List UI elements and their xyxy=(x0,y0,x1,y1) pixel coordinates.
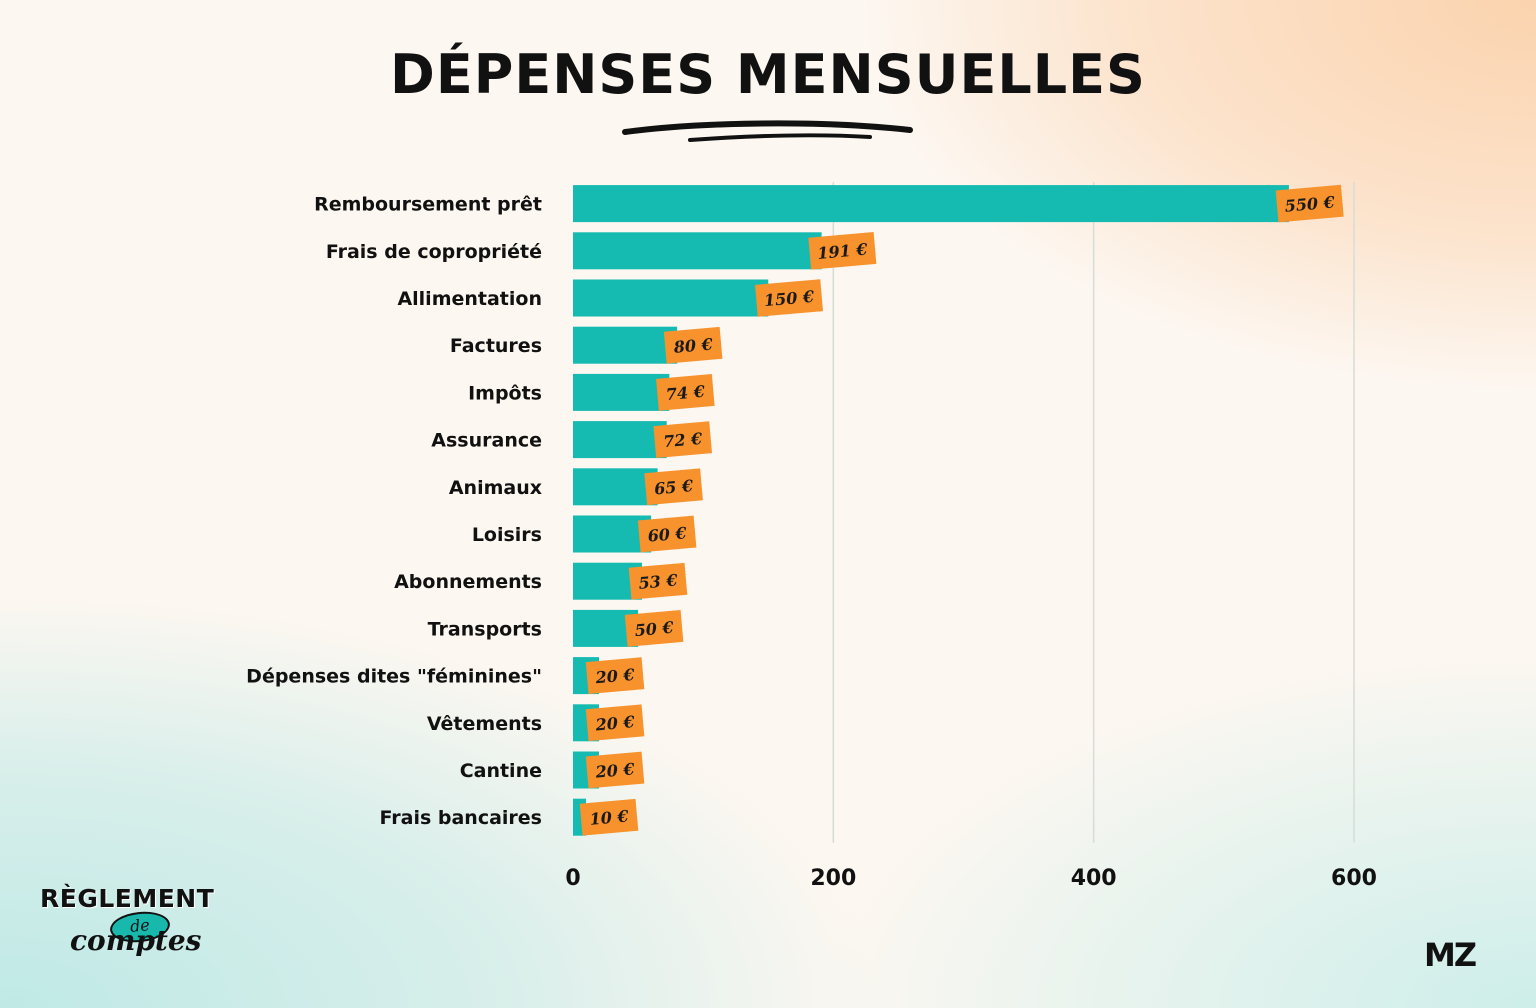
x-axis-ticks: 0 200 400 600 xyxy=(565,866,1377,891)
category-label: Remboursement prêt xyxy=(314,194,542,216)
category-label: Frais bancaires xyxy=(379,807,542,829)
value-tag: 53 € xyxy=(628,562,688,600)
data-label: 74 € xyxy=(665,382,706,404)
title-underline-decoration xyxy=(622,120,913,142)
bars xyxy=(573,185,1289,836)
bar xyxy=(573,468,658,506)
value-tag-background xyxy=(808,232,877,270)
x-tick-label: 200 xyxy=(810,866,856,891)
data-label: 20 € xyxy=(594,759,636,781)
value-tags: 550 € 191 € 150 € 80 € 74 € 72 € 65 € 60 € 53 € 5… xyxy=(579,184,1344,836)
reglement-de-comptes-logo: RÈGLEMENT de comptes xyxy=(40,884,250,984)
category-label: Factures xyxy=(450,335,542,357)
value-tag-background xyxy=(656,374,715,411)
category-labels: Remboursement prêt Frais de copropriété Al… xyxy=(246,194,542,830)
category-label: Impôts xyxy=(468,382,542,404)
value-tag-background xyxy=(585,704,645,742)
value-tag-background xyxy=(1275,184,1344,223)
value-tag: 72 € xyxy=(653,421,713,458)
mz-logo: MZ xyxy=(1424,936,1477,974)
value-tag-background xyxy=(628,562,688,600)
data-label: 191 € xyxy=(817,240,869,263)
value-tag: 65 € xyxy=(644,468,703,506)
data-label: 72 € xyxy=(663,429,704,451)
data-label: 50 € xyxy=(634,618,675,640)
data-label: 150 € xyxy=(763,287,815,310)
value-tag: 20 € xyxy=(585,704,645,742)
value-tag-background xyxy=(585,657,645,694)
value-tag: 60 € xyxy=(637,515,697,553)
data-label: 10 € xyxy=(589,806,630,828)
bar xyxy=(573,185,1289,223)
category-label: Abonnements xyxy=(394,571,542,593)
category-label: Transports xyxy=(428,618,542,640)
value-tag: 74 € xyxy=(656,374,715,411)
value-tag: 20 € xyxy=(585,751,645,789)
category-label: Frais de copropriété xyxy=(326,241,542,263)
value-tag: 150 € xyxy=(754,279,824,317)
value-tag: 20 € xyxy=(585,657,645,694)
data-label: 80 € xyxy=(672,334,714,356)
value-tag: 80 € xyxy=(663,326,723,364)
value-tag: 550 € xyxy=(1275,184,1344,223)
category-label: Assurance xyxy=(431,430,542,452)
value-tag-background xyxy=(637,515,697,553)
category-label: Allimentation xyxy=(397,288,542,310)
value-tag-background xyxy=(754,279,824,317)
value-tag-background xyxy=(653,421,713,458)
bar xyxy=(573,373,670,411)
x-tick-label: 600 xyxy=(1331,866,1377,891)
chart-title: DÉPENSES MENSUELLES xyxy=(390,43,1146,106)
data-label: 65 € xyxy=(653,476,694,498)
bar xyxy=(573,279,769,317)
bar xyxy=(573,421,667,459)
x-tick-label: 400 xyxy=(1071,866,1117,891)
data-label: 20 € xyxy=(594,712,636,734)
data-label: 20 € xyxy=(594,665,636,687)
data-label: 60 € xyxy=(647,523,688,545)
value-tag: 10 € xyxy=(579,798,639,836)
category-label: Dépenses dites "féminines" xyxy=(246,666,542,688)
logo-line-1: RÈGLEMENT xyxy=(40,884,215,913)
value-tag: 50 € xyxy=(624,610,684,647)
grid-lines xyxy=(832,182,1355,843)
category-label: Cantine xyxy=(460,760,542,782)
value-tag-background xyxy=(579,798,639,836)
data-label: 550 € xyxy=(1284,192,1336,215)
value-tag-background xyxy=(663,326,723,364)
category-label: Loisirs xyxy=(472,524,542,546)
value-tag-background xyxy=(585,751,645,789)
bar xyxy=(573,232,822,270)
bar xyxy=(573,326,678,364)
value-tag: 191 € xyxy=(808,232,877,270)
category-label: Vêtements xyxy=(427,713,542,735)
logo-line-2: comptes xyxy=(70,924,202,957)
value-tag-background xyxy=(624,610,684,647)
x-tick-label: 0 xyxy=(565,866,580,891)
category-label: Animaux xyxy=(449,477,542,499)
data-label: 53 € xyxy=(638,570,679,592)
value-tag-background xyxy=(644,468,703,506)
